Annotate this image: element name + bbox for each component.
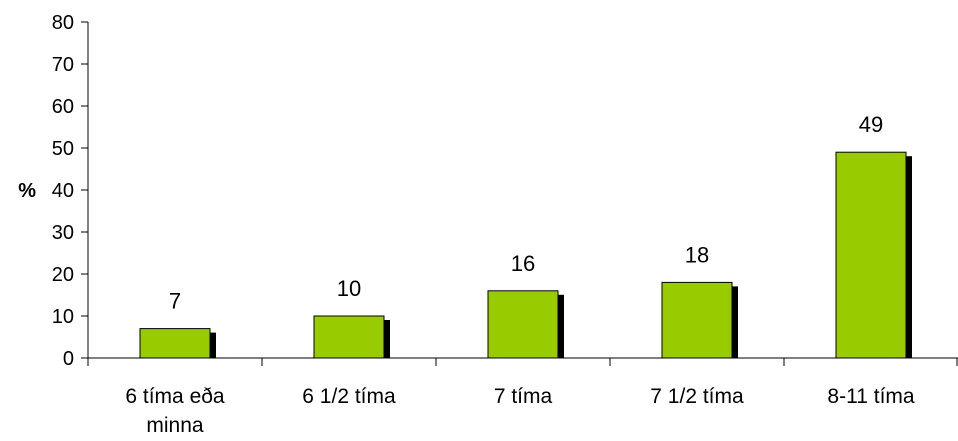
bars bbox=[139, 151, 912, 359]
data-labels: 7 10 16 18 49 bbox=[169, 112, 883, 313]
bar bbox=[139, 328, 211, 359]
y-tick-label: 60 bbox=[52, 96, 74, 118]
category-label: 7 1/2 tíma bbox=[650, 385, 744, 408]
bar bbox=[835, 151, 907, 359]
data-label: 10 bbox=[337, 276, 361, 301]
category-labels: 6 tíma eða minna 6 1/2 tíma 7 tíma 7 1/2 tím… bbox=[125, 385, 915, 437]
y-tick-label: 80 bbox=[52, 12, 74, 34]
bar bbox=[313, 315, 385, 359]
x-axis bbox=[87, 357, 958, 366]
y-tick-label: 40 bbox=[52, 180, 74, 202]
y-tick-label: 20 bbox=[52, 264, 74, 286]
category-label: 8-11 tíma bbox=[827, 385, 914, 408]
y-axis-label: % bbox=[18, 180, 36, 202]
category-label: 6 1/2 tíma bbox=[302, 385, 396, 408]
bar bbox=[661, 281, 733, 359]
data-label: 49 bbox=[859, 112, 883, 137]
y-axis: 0 10 20 30 40 50 60 70 80 bbox=[52, 12, 89, 370]
y-tick-label: 70 bbox=[52, 54, 74, 76]
y-tick-label: 30 bbox=[52, 222, 74, 244]
category-label: minna bbox=[146, 414, 204, 437]
y-tick-label: 0 bbox=[63, 348, 74, 370]
data-label: 7 bbox=[169, 289, 181, 314]
data-label: 18 bbox=[685, 242, 709, 267]
category-label: 7 tíma bbox=[494, 385, 553, 408]
y-tick-label: 50 bbox=[52, 138, 74, 160]
category-label: 6 tíma eða bbox=[125, 385, 225, 408]
data-label: 16 bbox=[511, 251, 535, 276]
bar bbox=[487, 290, 559, 359]
y-tick-label: 10 bbox=[52, 306, 74, 328]
